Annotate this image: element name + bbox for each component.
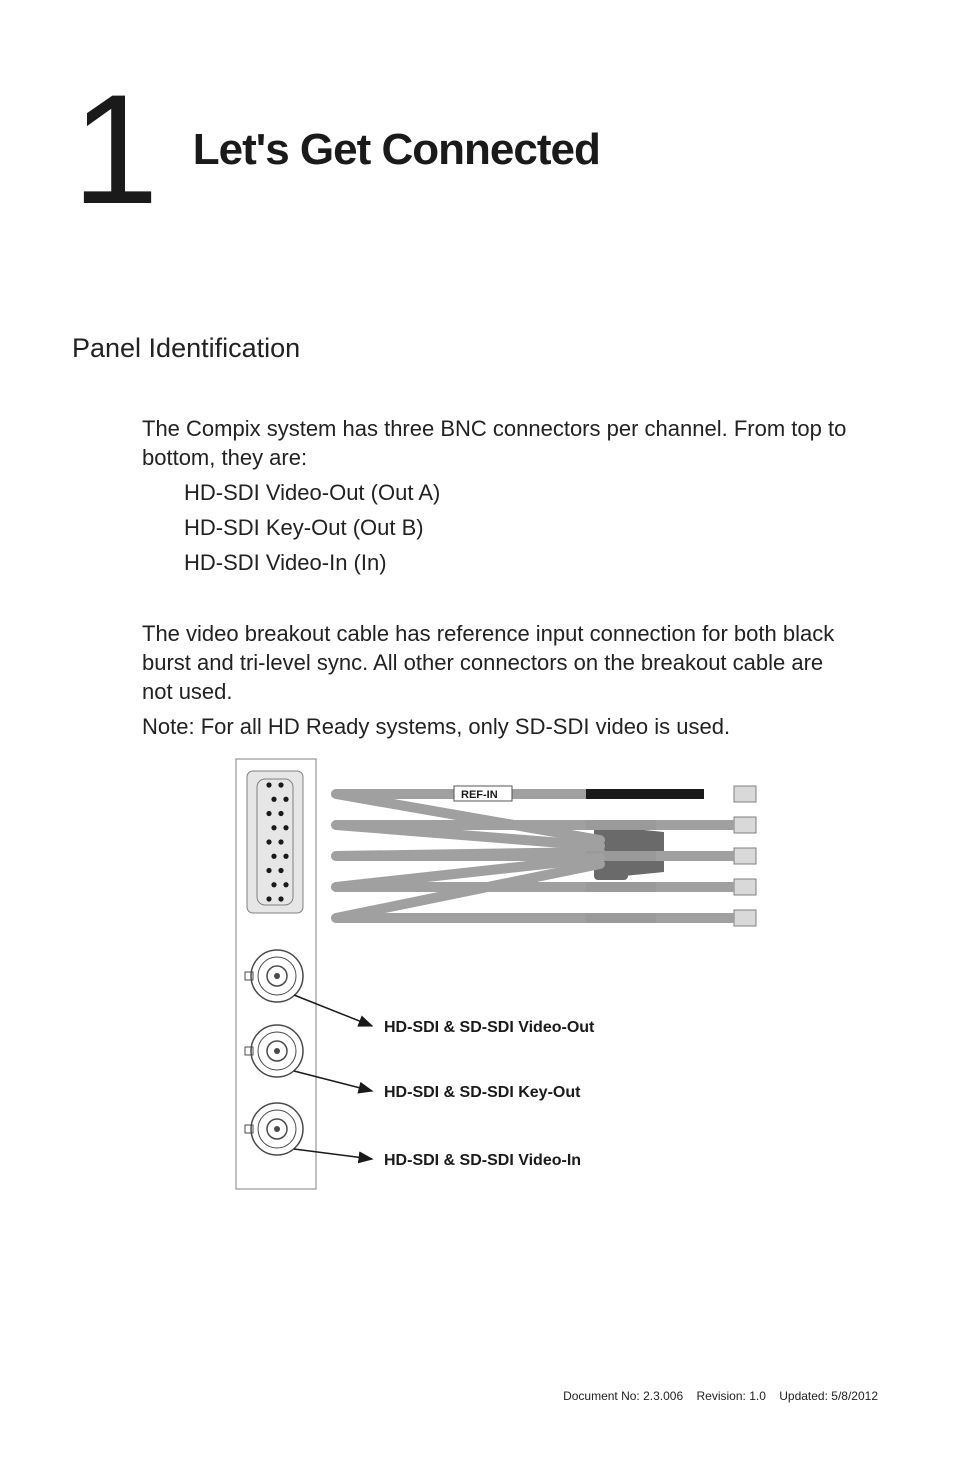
chapter-title: Let's Get Connected bbox=[193, 125, 600, 175]
revision-label: Revision: bbox=[697, 1389, 746, 1403]
connector-list: HD-SDI Video-Out (Out A) HD-SDI Key-Out … bbox=[184, 478, 852, 577]
connector-item: HD-SDI Video-In (In) bbox=[184, 548, 852, 577]
revision-value: 1.0 bbox=[749, 1389, 766, 1403]
doc-no-value: 2.3.006 bbox=[643, 1389, 683, 1403]
updated-value: 5/8/2012 bbox=[831, 1389, 878, 1403]
svg-text:HD-SDI & SD-SDI Key-Out: HD-SDI & SD-SDI Key-Out bbox=[384, 1084, 581, 1101]
panel-diagram: HD-SDI & SD-SDI Video-Out HD-SDI & SD-SDI… bbox=[222, 751, 772, 1196]
page-footer: Document No: 2.3.006 Revision: 1.0 Updat… bbox=[563, 1389, 878, 1403]
chapter-number: 1 bbox=[72, 72, 157, 228]
breakout-paragraph: The video breakout cable has reference i… bbox=[142, 619, 852, 706]
updated-label: Updated: bbox=[779, 1389, 828, 1403]
connector-item: HD-SDI Video-Out (Out A) bbox=[184, 478, 852, 507]
svg-text:REF-IN: REF-IN bbox=[461, 789, 498, 801]
intro-paragraph: The Compix system has three BNC connecto… bbox=[142, 414, 852, 472]
doc-no-label: Document No: bbox=[563, 1389, 640, 1403]
connector-item: HD-SDI Key-Out (Out B) bbox=[184, 513, 852, 542]
svg-text:HD-SDI & SD-SDI Video-Out: HD-SDI & SD-SDI Video-Out bbox=[384, 1019, 595, 1036]
body-text: The Compix system has three BNC connecto… bbox=[142, 414, 852, 1196]
chapter-header: 1 Let's Get Connected bbox=[72, 72, 882, 228]
note-paragraph: Note: For all HD Ready systems, only SD-… bbox=[142, 712, 852, 741]
section-heading: Panel Identification bbox=[72, 333, 882, 364]
svg-text:HD-SDI & SD-SDI Video-In: HD-SDI & SD-SDI Video-In bbox=[384, 1152, 581, 1169]
